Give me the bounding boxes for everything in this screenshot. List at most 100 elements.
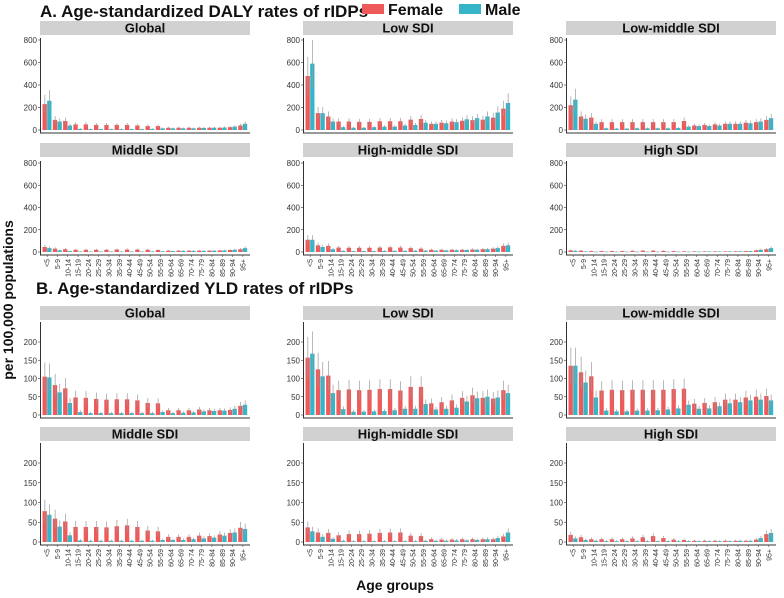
bar-female-35-39	[640, 389, 645, 415]
bar-female-90-94	[227, 249, 233, 252]
y-tick-label: 50	[291, 393, 300, 402]
bar-female-60-64	[692, 125, 697, 130]
bar-female-45-49	[398, 532, 403, 542]
bar-female-60-64	[429, 403, 434, 415]
panel-global: Global 0 200 400 600 800	[24, 21, 250, 135]
bar-female-30-34	[104, 527, 109, 542]
bar-female-35-39	[114, 399, 119, 415]
bar-female-70-74	[449, 249, 455, 252]
panel-middle-sdi: Middle SDI 0 200 400 600 800 <5 5-9 10-14 15-19 20…	[24, 143, 250, 277]
bar-female-90-94	[753, 250, 759, 252]
x-tick-label: 35-39	[380, 259, 387, 277]
x-tick-label: 20-24	[349, 259, 356, 277]
x-tick-label: 45-49	[663, 259, 670, 277]
bar-female-5-9	[52, 518, 58, 542]
bar-female-5-9	[578, 116, 584, 130]
panel-title: Global	[125, 21, 165, 36]
x-tick-label: 25-29	[622, 549, 629, 567]
x-tick-label: 10-14	[65, 259, 72, 277]
bar-male-15-19	[341, 409, 346, 415]
panel-title: High SDI	[644, 143, 698, 158]
bar-male-65-69	[181, 128, 186, 130]
bar-male-85-89	[748, 400, 753, 415]
x-tick-label: 90-94	[230, 549, 237, 567]
bar-female-30-34	[367, 121, 372, 130]
bar-male-55-59	[423, 404, 428, 415]
x-tick-label: 30-34	[106, 259, 113, 277]
y-tick-label: 200	[550, 459, 564, 468]
bar-female-35-39	[114, 249, 119, 252]
x-tick-label: 45-49	[137, 549, 144, 567]
bar-female-<5	[568, 250, 573, 252]
bar-female-60-64	[166, 127, 171, 130]
x-tick-label: 20-24	[612, 549, 619, 567]
bar-female-50-54	[145, 249, 150, 252]
panel-high-sdi: High SDI 0 200 400 600 800 <5 5-9 10-14 15-19 20-2…	[550, 143, 776, 277]
bar-male-95+	[242, 404, 248, 415]
bar-female-15-19	[599, 122, 604, 130]
bar-male-75-79	[464, 401, 469, 415]
bar-female-20-24	[346, 389, 352, 415]
bar-male-55-59	[686, 404, 691, 415]
bar-male-85-89	[748, 123, 753, 130]
x-tick-label: 95+	[766, 259, 773, 271]
bar-male-<5	[47, 377, 52, 415]
y-tick-label: 200	[287, 338, 301, 347]
panel-strip	[303, 306, 513, 320]
x-tick-label: 95+	[503, 549, 510, 561]
x-tick-label: 45-49	[137, 259, 144, 277]
bar-female-30-34	[104, 124, 109, 130]
bar-male-5-9	[57, 526, 62, 542]
bar-female-20-24	[83, 526, 89, 542]
y-tick-label: 800	[287, 159, 301, 168]
bar-male-15-19	[341, 127, 346, 130]
bar-male-5-9	[57, 121, 62, 130]
bar-male-75-79	[727, 123, 732, 130]
x-tick-label: 70-74	[189, 259, 196, 277]
bar-female-15-19	[336, 121, 341, 130]
bar-female-50-54	[145, 402, 150, 415]
bar-male-60-64	[170, 128, 176, 130]
bar-female-65-69	[439, 249, 444, 252]
bar-female-55-59	[681, 121, 687, 130]
bar-female-35-39	[377, 389, 382, 415]
bar-male-45-49	[665, 128, 671, 130]
x-tick-label: 75-79	[725, 259, 732, 277]
bar-male-60-64	[696, 126, 702, 130]
bar-female-95+	[501, 390, 506, 415]
y-tick-label: 200	[24, 104, 38, 113]
x-tick-label: 35-39	[643, 259, 650, 277]
x-tick-label: 70-74	[452, 549, 459, 567]
bar-female-20-24	[83, 397, 89, 415]
bar-male-5-9	[57, 250, 62, 252]
y-tick-label: 0	[296, 411, 301, 420]
x-tick-label: 60-64	[168, 549, 175, 567]
panel-title: Low-middle SDI	[622, 21, 720, 36]
bar-male-55-59	[686, 126, 691, 130]
x-tick-label: <5	[308, 259, 315, 267]
panel-global: Global 0 50 100 150 200	[24, 306, 250, 420]
x-tick-label: 80-84	[735, 259, 742, 277]
bar-female-15-19	[73, 397, 78, 415]
bar-male-5-9	[320, 246, 325, 252]
bar-male-95+	[768, 248, 774, 252]
bar-female-35-39	[114, 124, 119, 130]
bar-female-45-49	[135, 526, 140, 542]
x-tick-label: 80-84	[209, 259, 216, 277]
bar-male-5-9	[583, 118, 588, 130]
bar-female-50-54	[408, 535, 413, 542]
bar-female-10-14	[63, 521, 68, 542]
bar-female-70-74	[712, 402, 718, 415]
x-tick-label: 70-74	[715, 259, 722, 277]
panel-title: Low-middle SDI	[622, 306, 720, 321]
x-tick-label: 95+	[503, 259, 510, 271]
bar-male-90-94	[232, 532, 237, 542]
section-b-title: B. Age-standardized YLD rates of rIDPs	[36, 279, 353, 298]
bar-female-40-44	[650, 536, 656, 542]
bar-female-25-29	[357, 390, 362, 415]
bar-male-55-59	[423, 122, 428, 130]
panel-high-middle-sdi: High-middle SDI 0 50 100 150 200 <5 5-9 10-14 15-…	[287, 427, 513, 567]
x-tick-label: 25-29	[359, 549, 366, 567]
bar-female-10-14	[589, 117, 594, 130]
